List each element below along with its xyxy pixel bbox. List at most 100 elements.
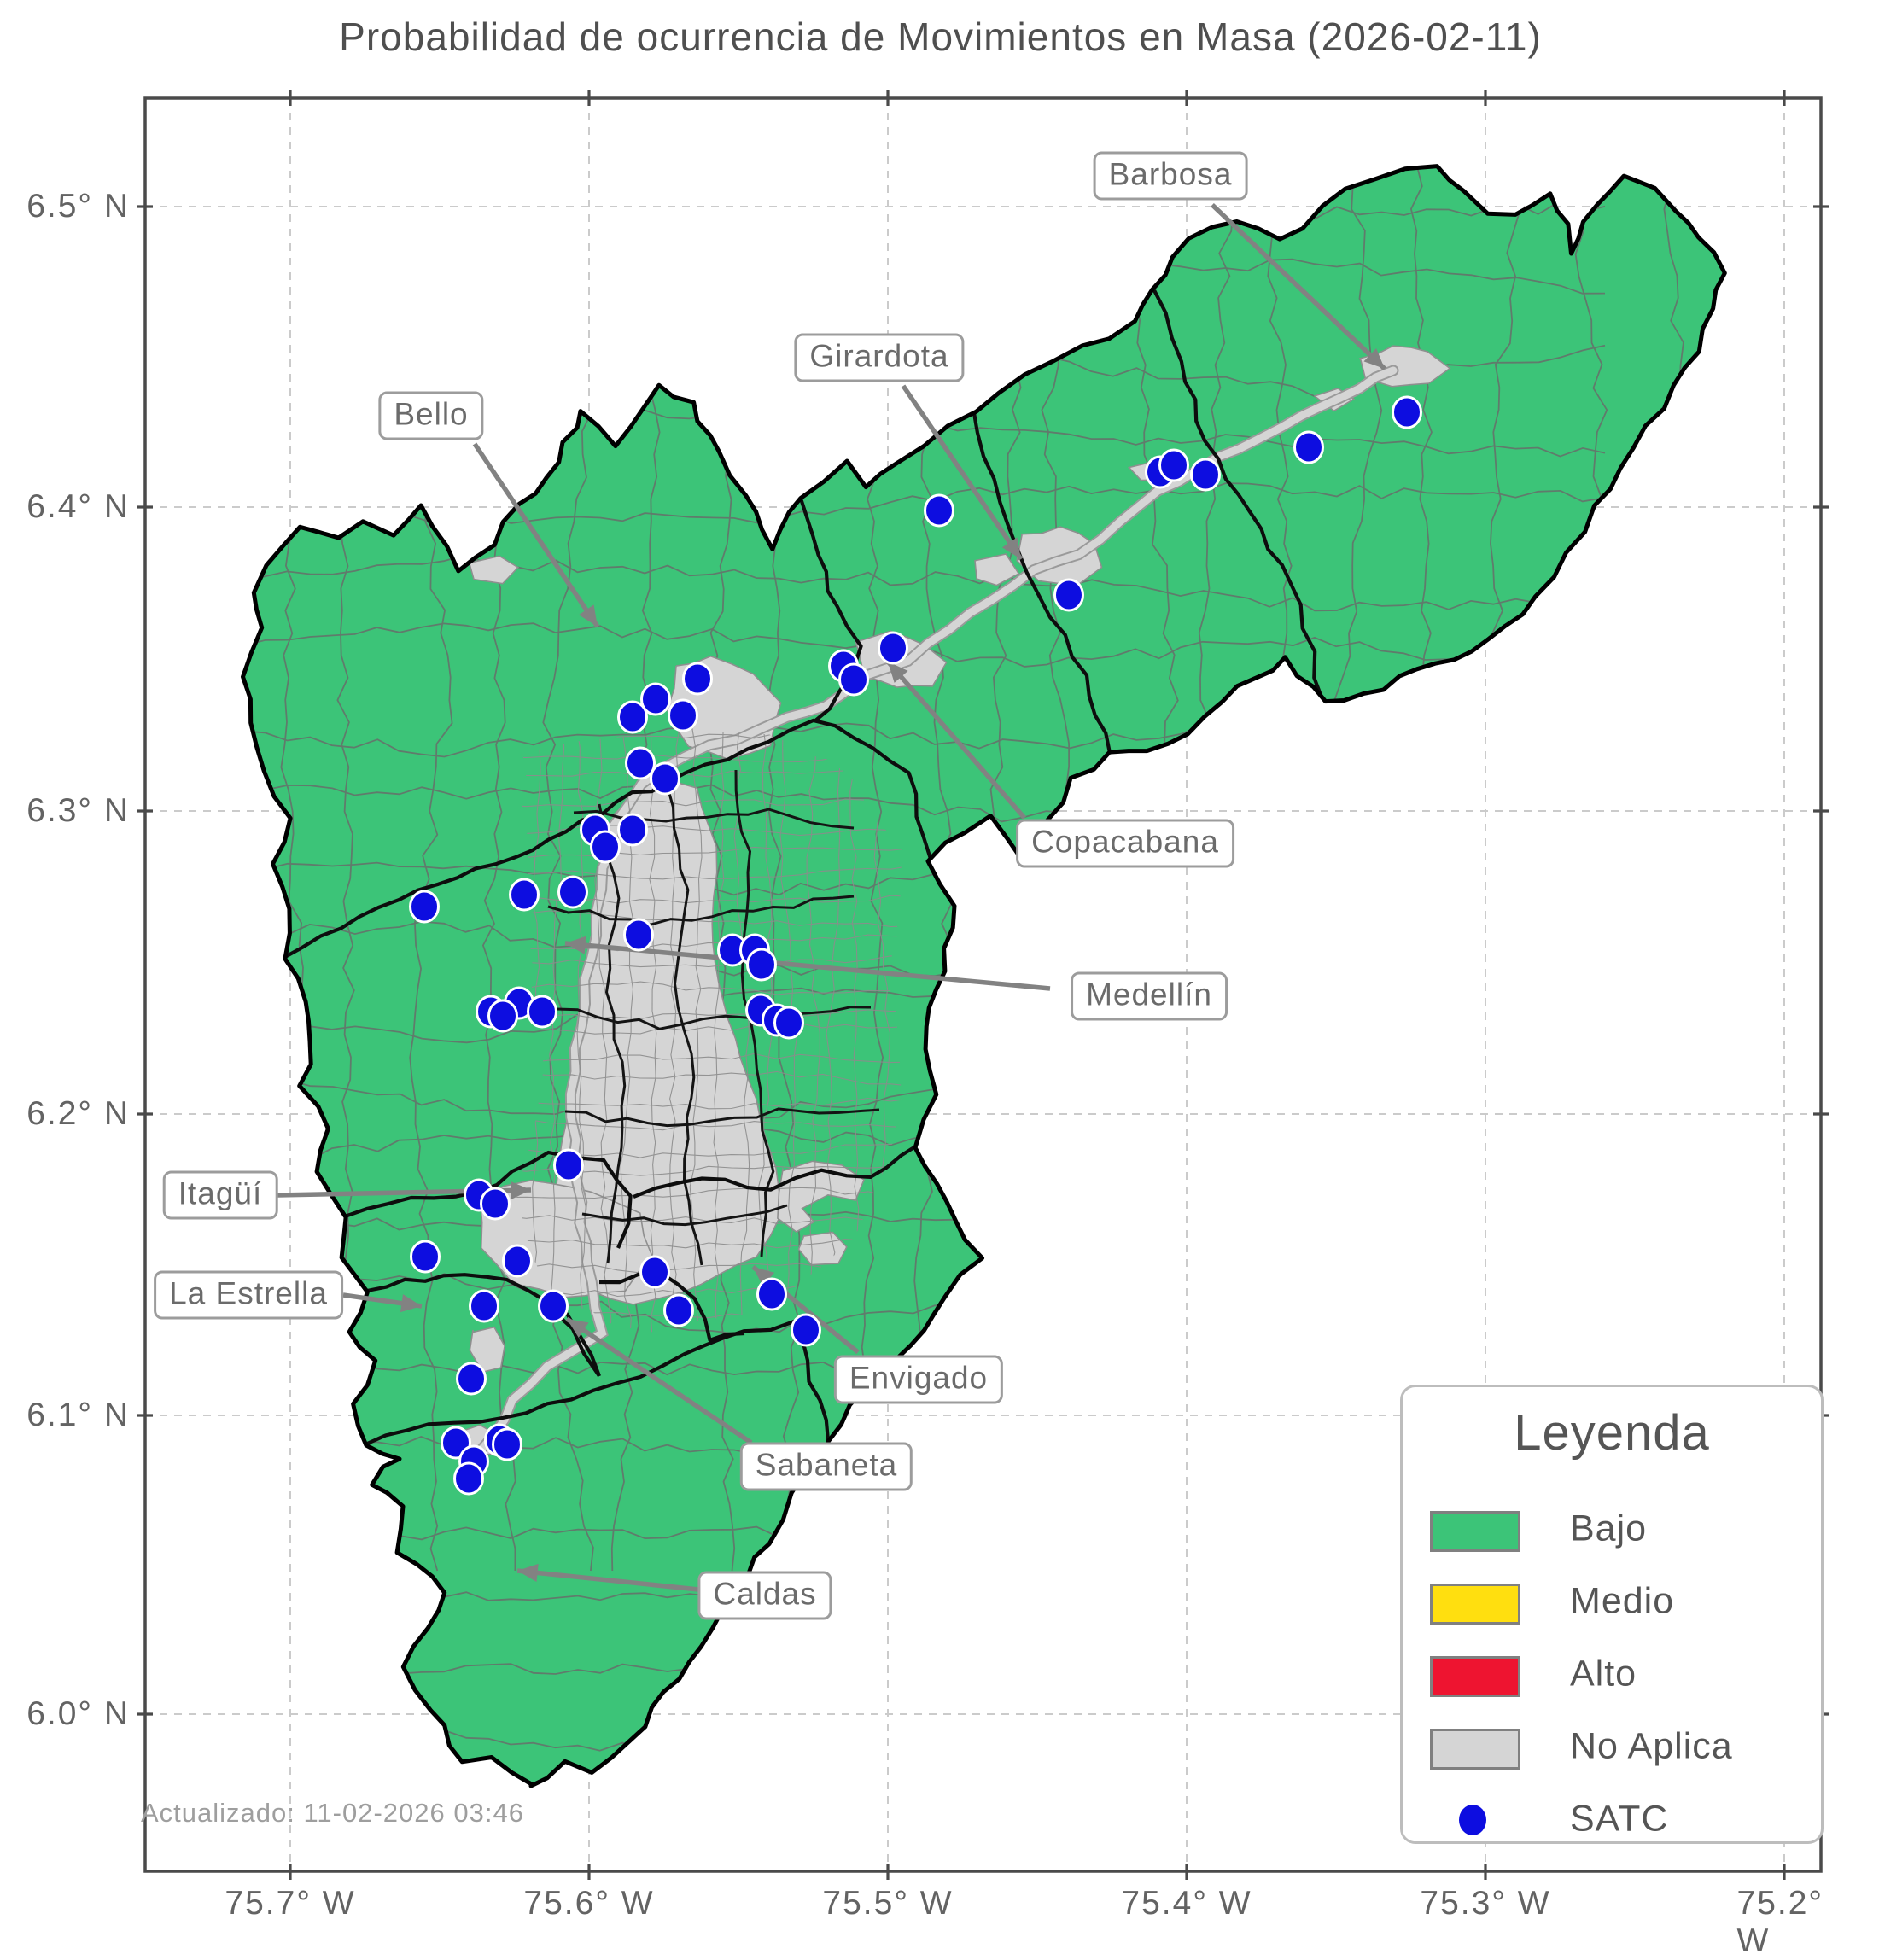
satc-point [456, 1362, 487, 1396]
y-axis-tick-label: 6.3° N [26, 792, 130, 829]
legend-item-label: SATC [1570, 1798, 1669, 1840]
satc-point [878, 631, 908, 665]
satc-point [1293, 430, 1324, 464]
vereda-line [242, 1509, 1606, 1549]
satc-point [640, 682, 671, 716]
municipal-border [633, 1144, 919, 1199]
urban-area [777, 1160, 865, 1233]
y-axis-tick-label: 6.5° N [26, 188, 130, 225]
vereda-line [242, 1577, 1606, 1612]
satc-point [469, 1289, 499, 1323]
map-label-barbosa: Barbosa [1093, 151, 1248, 201]
satc-point [625, 746, 656, 780]
satc-point [650, 761, 680, 796]
street-line [516, 865, 906, 880]
street-line [516, 981, 906, 995]
municipal-border [365, 1317, 831, 1446]
satc-point [1190, 458, 1221, 492]
satc-point [623, 918, 654, 952]
map-label-itag-: Itagüí [162, 1170, 278, 1220]
legend-color-swatch [1430, 1656, 1520, 1697]
municipal-border [282, 718, 933, 960]
satc-point [553, 1148, 584, 1182]
urban-area [974, 553, 1020, 586]
street-line [516, 1023, 906, 1035]
satc-point [1053, 578, 1084, 612]
map-label-copacabana: Copacabana [1016, 819, 1234, 868]
annotation-arrow [565, 1316, 753, 1445]
satc-point [453, 1461, 484, 1496]
updated-note: Actualizado: 11-02-2026 03:46 [141, 1798, 524, 1828]
x-axis-tick-label: 75.5° W [822, 1885, 954, 1922]
annotation-arrow [564, 941, 1051, 991]
satc-point [410, 1240, 441, 1274]
figure-title: Probabilidad de ocurrencia de Movimiento… [339, 15, 1542, 59]
y-axis-tick-label: 6.4° N [26, 488, 130, 525]
municipal-border [344, 1189, 479, 1218]
river-corridor [474, 365, 1399, 1457]
street-line [689, 725, 703, 1333]
street-line [516, 934, 906, 952]
region-boundary [241, 164, 1727, 1788]
urban-area [469, 1326, 505, 1374]
street-line [516, 1009, 906, 1020]
street-line [516, 846, 906, 858]
satc-point [538, 1289, 569, 1323]
satc-point [791, 1313, 821, 1347]
satc-points [409, 395, 1422, 1496]
comuna-border [556, 1006, 872, 1030]
legend-color-swatch [1430, 1584, 1520, 1625]
satc-point [480, 1187, 511, 1221]
satc-point [557, 875, 588, 909]
satc-point [492, 1427, 522, 1461]
legend-item-label: Medio [1570, 1580, 1675, 1622]
x-axis-tick-label: 75.7° W [225, 1885, 356, 1922]
x-axis-tick-label: 75.3° W [1420, 1885, 1551, 1922]
vereda-line [154, 118, 1605, 166]
annotation-arrows [277, 203, 1386, 1592]
annotation-arrowhead [1001, 537, 1021, 559]
annotation-arrowhead [888, 662, 908, 683]
x-axis-tick-label: 75.6° W [523, 1885, 655, 1922]
satc-point [409, 890, 440, 924]
street-line [549, 725, 565, 1333]
annotation-arrowhead [565, 936, 586, 954]
y-axis-tick-label: 6.0° N [26, 1695, 130, 1732]
satc-point [924, 493, 954, 528]
legend-color-swatch [1430, 1729, 1520, 1770]
legend-item-alto: Alto [1403, 1648, 1821, 1700]
legend-item-label: Bajo [1570, 1508, 1648, 1549]
annotation-arrow [472, 442, 600, 628]
municipal-border [799, 498, 863, 723]
annotation-arrowhead [567, 1319, 589, 1339]
y-axis-tick-label: 6.2° N [26, 1095, 130, 1132]
legend: Leyenda Bajo Medio Alto No Aplica SATC [1400, 1385, 1824, 1844]
annotation-arrow [1211, 203, 1386, 370]
street-line [516, 798, 906, 808]
satc-point [639, 1255, 670, 1289]
street-line [805, 725, 820, 1333]
x-axis-tick-label: 75.2° W [1736, 1885, 1824, 1959]
map-label-envigado: Envigado [833, 1355, 1004, 1404]
vereda-line [242, 1712, 1606, 1765]
map-label-la-estrella: La Estrella [154, 1270, 343, 1320]
street-line [713, 725, 725, 1333]
vereda-line [242, 1654, 1606, 1701]
comuna-border [581, 1204, 788, 1227]
comuna-border [666, 786, 703, 1266]
map-label-girardota: Girardota [794, 333, 965, 382]
satc-point [509, 878, 540, 912]
annotation-arrow [885, 660, 1027, 820]
annotation-arrowhead [511, 1181, 531, 1200]
map-label-medell-n: Medellín [1071, 971, 1228, 1021]
satc-point [527, 995, 557, 1029]
comuna-border [564, 1107, 880, 1128]
satc-point [838, 662, 869, 697]
annotation-arrow [901, 384, 1024, 561]
legend-item-label: Alto [1570, 1653, 1637, 1695]
annotation-arrowhead [753, 1267, 775, 1287]
legend-item-medio: Medio [1403, 1576, 1821, 1627]
legend-item-bajo: Bajo [1403, 1503, 1821, 1555]
plot-frame [143, 96, 1823, 1873]
